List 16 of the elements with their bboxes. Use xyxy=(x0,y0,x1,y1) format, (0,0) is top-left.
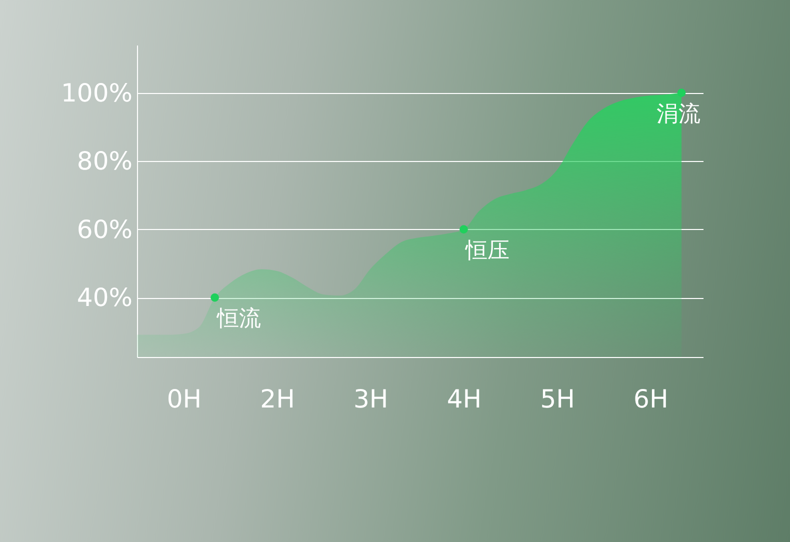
y-tick-label: 80% xyxy=(76,146,132,176)
point xyxy=(677,88,686,97)
point xyxy=(460,225,468,234)
y-tick-label: 100% xyxy=(61,78,132,108)
annotation: 恒流 xyxy=(216,306,261,332)
y-tick-label: 60% xyxy=(76,214,132,244)
annotation: 涓流 xyxy=(656,102,701,127)
y-tick-label: 40% xyxy=(76,283,132,312)
x-tick-label: 6H xyxy=(634,384,668,414)
x-tick-label: 3H xyxy=(354,384,388,414)
point xyxy=(210,293,219,302)
x-tick-label: 5H xyxy=(540,384,575,414)
x-tick-label: 2H xyxy=(260,384,295,414)
x-tick-label: 0H xyxy=(166,384,202,414)
annotation: 恒压 xyxy=(464,238,510,264)
x-tick-label: 4H xyxy=(446,384,482,414)
